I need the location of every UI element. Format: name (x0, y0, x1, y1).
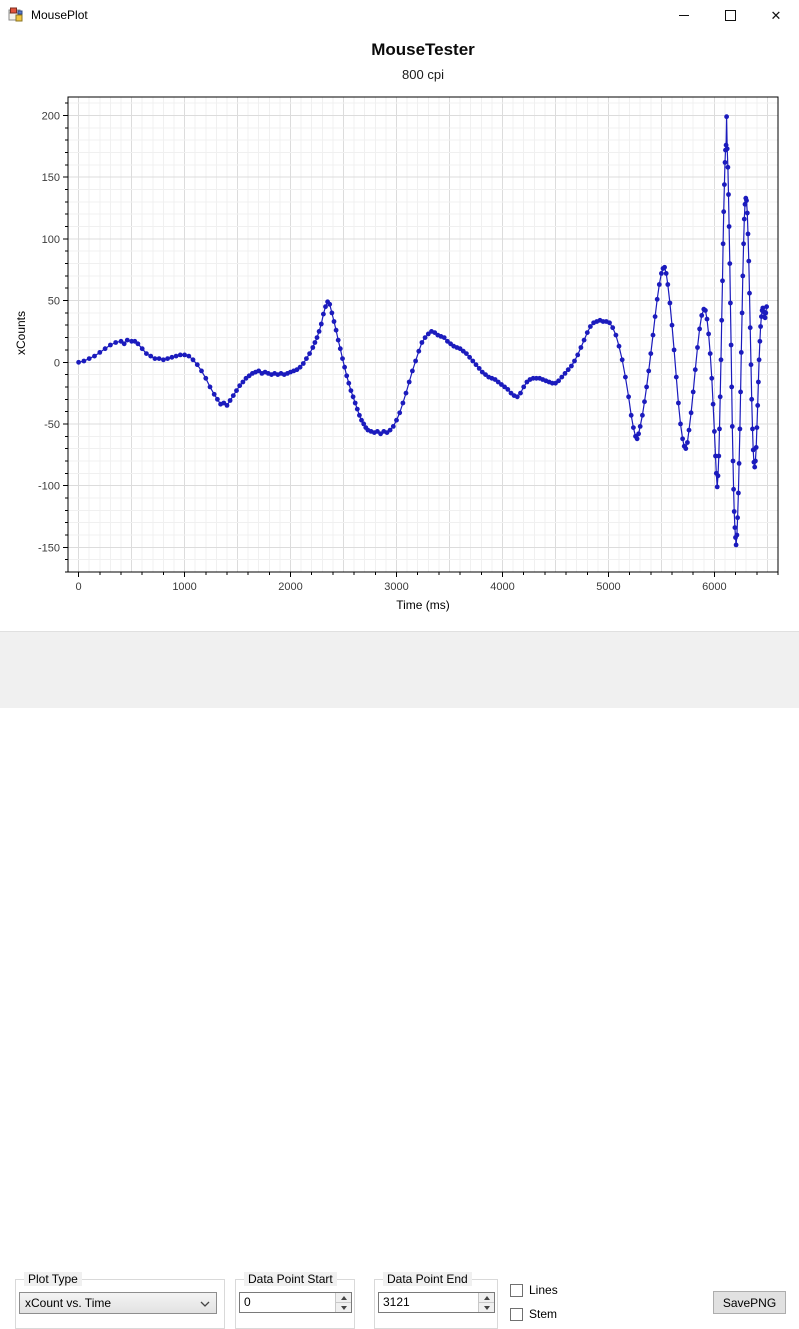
svg-text:100: 100 (42, 234, 60, 246)
spin-down-button[interactable] (479, 1302, 494, 1312)
svg-text:2000: 2000 (278, 581, 302, 593)
data-series (76, 114, 769, 548)
triangle-down-icon (483, 1305, 490, 1310)
data-point-start-value[interactable]: 0 (244, 1295, 251, 1309)
minimize-button[interactable] (661, 0, 707, 30)
triangle-down-icon (340, 1305, 347, 1310)
svg-text:3000: 3000 (384, 581, 408, 593)
checkbox-unchecked-icon[interactable] (510, 1307, 523, 1321)
data-point-end-group: Data Point End 3121 (374, 1272, 498, 1329)
svg-text:-100: -100 (38, 481, 60, 493)
stem-checkbox[interactable]: Stem (510, 1307, 557, 1321)
data-point-start-spinner (335, 1293, 351, 1312)
minimize-icon (679, 14, 689, 16)
axis-frame (67, 96, 779, 573)
axis-ticks (63, 102, 779, 577)
svg-text:4000: 4000 (490, 581, 514, 593)
plot-type-group: Plot Type xCount vs. Time (15, 1272, 225, 1329)
svg-text:50: 50 (48, 296, 60, 308)
data-point-start-input[interactable]: 0 (239, 1292, 352, 1313)
checkbox-unchecked-icon[interactable] (510, 1283, 523, 1297)
spin-up-button[interactable] (479, 1293, 494, 1302)
spin-down-button[interactable] (336, 1302, 351, 1312)
data-point-start-label: Data Point Start (244, 1272, 337, 1286)
x-axis-label: Time (ms) (396, 598, 450, 612)
lines-checkbox[interactable]: Lines (510, 1283, 558, 1297)
grid-lines (67, 97, 779, 573)
triangle-up-icon (483, 1295, 490, 1300)
svg-text:-150: -150 (38, 542, 60, 554)
tick-labels: 0 1000 2000 3000 4000 5000 6000 -150 -100 -50 0 50 1… (38, 111, 727, 593)
data-point-end-label: Data Point End (383, 1272, 472, 1286)
chart-subtitle: 800 cpi (402, 67, 444, 82)
save-png-button[interactable]: SavePNG (713, 1291, 786, 1314)
data-point-end-spinner (478, 1293, 494, 1312)
data-point-start-group: Data Point Start 0 (235, 1272, 355, 1329)
window-title: MousePlot (31, 8, 88, 22)
svg-text:200: 200 (42, 111, 60, 123)
lines-checkbox-label: Lines (529, 1283, 558, 1297)
maximize-icon (724, 9, 736, 21)
y-axis-label: xCounts (14, 310, 28, 356)
svg-text:-50: -50 (44, 419, 60, 431)
title-bar: MousePlot ✕ (0, 0, 799, 30)
maximize-button[interactable] (707, 0, 753, 30)
chart-title: MouseTester (371, 40, 475, 59)
svg-text:1000: 1000 (172, 581, 196, 593)
control-panel: Plot Type xCount vs. Time Data Point Sta… (0, 631, 799, 1329)
close-icon: ✕ (770, 7, 782, 23)
svg-text:6000: 6000 (702, 581, 726, 593)
svg-text:0: 0 (54, 357, 60, 369)
triangle-up-icon (340, 1295, 347, 1300)
svg-text:150: 150 (42, 172, 60, 184)
data-point-end-value[interactable]: 3121 (383, 1295, 410, 1309)
chart-canvas: 0 1000 2000 3000 4000 5000 6000 -150 -100 -50 0 50 1… (38, 96, 779, 593)
svg-text:0: 0 (76, 581, 82, 593)
plot-type-dropdown[interactable]: xCount vs. Time (19, 1292, 217, 1314)
chevron-down-icon (200, 1301, 210, 1307)
plot-type-selected-value: xCount vs. Time (25, 1296, 112, 1310)
app-icon (8, 7, 23, 22)
stem-checkbox-label: Stem (529, 1307, 558, 1321)
svg-text:5000: 5000 (596, 581, 620, 593)
spin-up-button[interactable] (336, 1293, 351, 1302)
close-button[interactable]: ✕ (753, 0, 799, 30)
data-point-end-input[interactable]: 3121 (378, 1292, 495, 1313)
plot-type-group-label: Plot Type (24, 1272, 82, 1286)
